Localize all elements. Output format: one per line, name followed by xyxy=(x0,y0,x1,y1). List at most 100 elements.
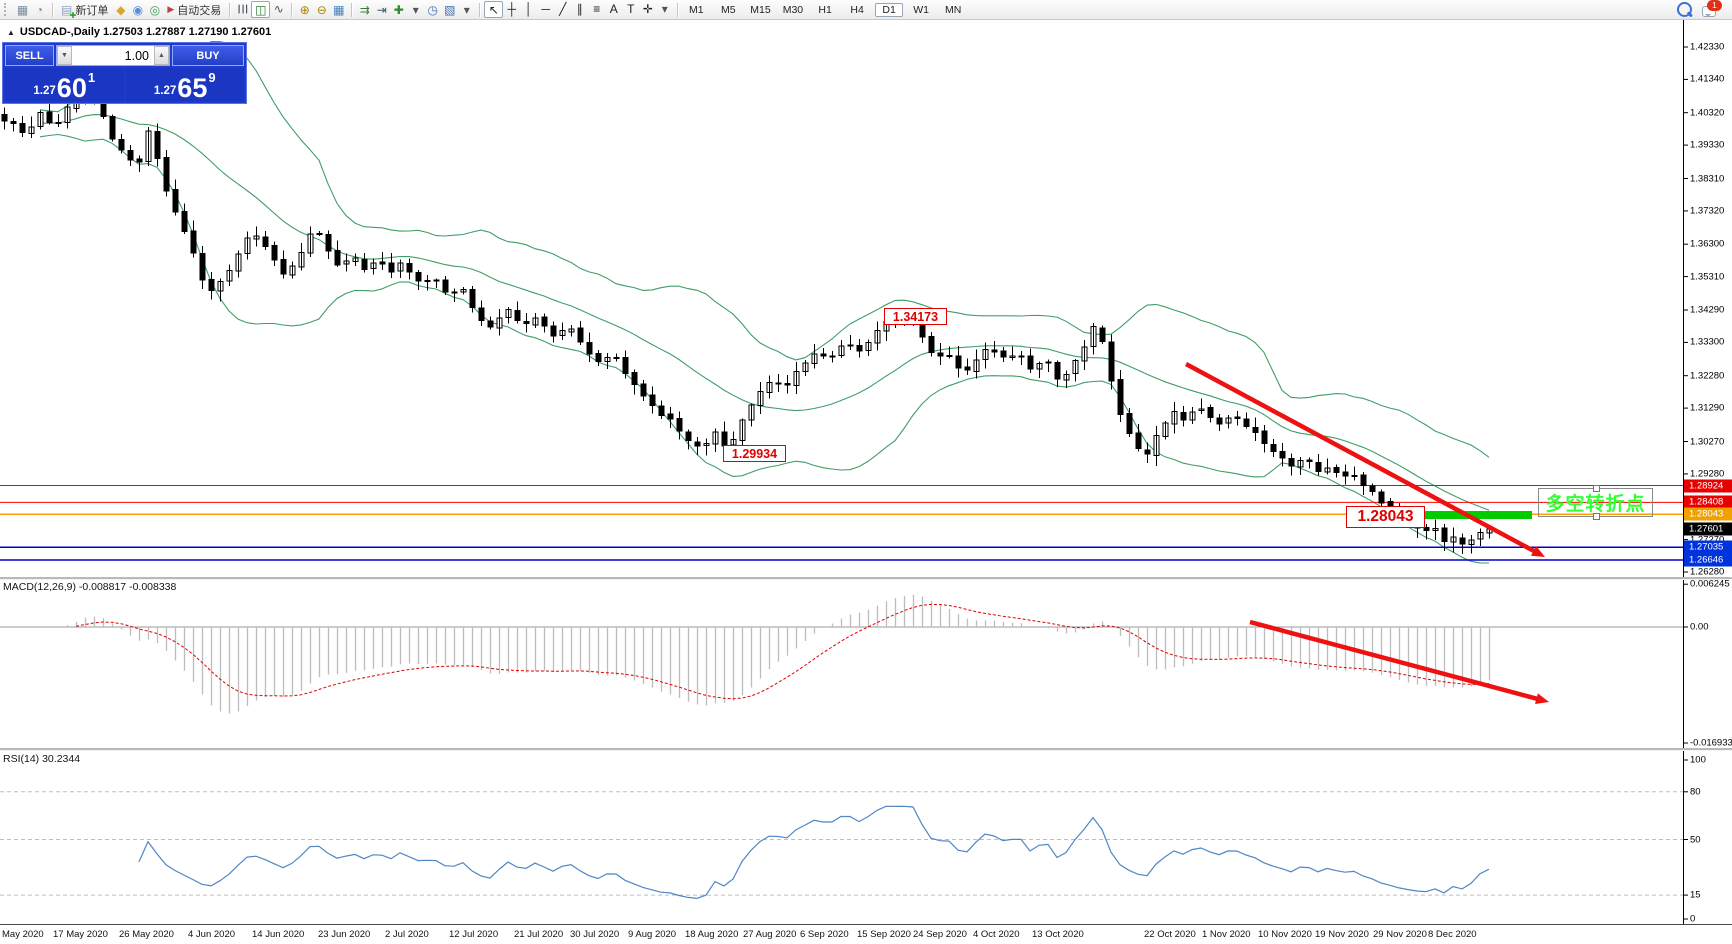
price-tick: 1.37320 xyxy=(1690,205,1725,217)
periods-icon[interactable]: ◷ xyxy=(427,2,438,17)
date-label: 14 Jun 2020 xyxy=(252,929,305,940)
templates-icon[interactable]: ▧ xyxy=(444,2,456,17)
fibonacci-icon[interactable]: ≡ xyxy=(593,2,601,16)
price-tick: 1.42330 xyxy=(1690,41,1725,53)
toolbar-separator xyxy=(52,2,53,17)
sell-button[interactable]: SELL xyxy=(5,45,54,66)
tf-mn[interactable]: MN xyxy=(944,3,962,16)
alerts-icon[interactable]: ◆ xyxy=(116,2,126,17)
price-level-badge: 1.27035 xyxy=(1684,540,1732,554)
price-tick: 1.33300 xyxy=(1690,336,1725,348)
price-level-badge: 1.27601 xyxy=(1684,522,1732,536)
selection-handle[interactable] xyxy=(1592,513,1600,520)
price-level-badge: 1.28924 xyxy=(1684,479,1732,492)
price-callout[interactable]: 1.34173 xyxy=(884,308,947,325)
date-label: 26 May 2020 xyxy=(119,929,174,940)
price-callout[interactable]: 1.29934 xyxy=(723,445,786,462)
toolbar-grip[interactable] xyxy=(4,3,11,16)
new-order-icon: ▤ ✚ xyxy=(61,2,77,20)
buy-button[interactable]: BUY xyxy=(172,45,244,66)
volume-input[interactable]: 1.00 xyxy=(124,48,149,63)
horizontal-line-icon[interactable]: ─ xyxy=(541,2,551,16)
tf-h4[interactable]: H4 xyxy=(850,3,864,16)
tile-windows-icon[interactable]: ▦ xyxy=(333,2,345,17)
buy-price[interactable]: 1.27 65 9 xyxy=(125,68,244,103)
price-tick: 1.35310 xyxy=(1690,271,1725,283)
price-callout[interactable]: 1.28043 xyxy=(1346,506,1425,528)
price-level-badge: 1.28043 xyxy=(1684,507,1732,521)
macd-tick: -0.016933 xyxy=(1690,737,1732,749)
profiles-icon[interactable]: ◔ xyxy=(35,2,44,17)
indicators-icon[interactable]: ✚ xyxy=(393,2,404,17)
indicators-dropdown-icon[interactable]: ▾ xyxy=(412,2,419,17)
new-order-button[interactable]: ▤ ✚ 新订单 xyxy=(57,2,112,20)
rsi-tick: 80 xyxy=(1690,786,1701,798)
chat-icon[interactable]: 1 xyxy=(1702,0,1722,18)
price-tick: 1.29280 xyxy=(1690,468,1725,480)
autotrading-button[interactable]: ▶ 自动交易 xyxy=(163,2,225,18)
tf-m1[interactable]: M1 xyxy=(688,3,704,16)
candlestick-chart-icon[interactable]: ◫ xyxy=(251,1,271,18)
search-icon[interactable] xyxy=(1677,2,1692,17)
rsi-pane-splitter[interactable] xyxy=(0,748,1732,751)
vertical-line-icon[interactable]: │ xyxy=(525,2,533,16)
bar-chart-icon[interactable]: ☰ xyxy=(235,3,250,15)
panel-collapse-icon[interactable]: ▲ xyxy=(7,27,15,37)
new-chart-icon[interactable]: ▦ xyxy=(16,2,29,17)
volume-decrease-button[interactable]: ▼ xyxy=(57,46,72,65)
templates-dropdown-icon[interactable]: ▾ xyxy=(463,2,470,17)
date-label: May 2020 xyxy=(2,929,44,940)
sell-price[interactable]: 1.27 60 1 xyxy=(5,68,124,103)
zoom-in-icon[interactable]: ⊕ xyxy=(299,2,310,17)
date-label: 19 Nov 2020 xyxy=(1315,929,1369,940)
sell-price-sup: 1 xyxy=(87,70,96,85)
cursor-icon[interactable]: ↖ xyxy=(484,1,504,18)
market-icon[interactable]: ◉ xyxy=(132,2,144,17)
toolbar: ▦ ◔ ▤ ✚ 新订单 ◆ ◉ ◎ ▶ 自动交易 ☰ ◫ ∿ ⊕ ⊖ ▦ ⇉ ⇥ xyxy=(0,0,1732,20)
macd-pane-splitter[interactable] xyxy=(0,577,1732,580)
tf-m15[interactable]: M15 xyxy=(750,3,771,16)
chart-note-text[interactable]: 多空转折点 xyxy=(1538,485,1653,520)
toolbar-separator xyxy=(677,2,679,17)
macd-tick: 0.00 xyxy=(1690,621,1709,633)
rsi-tick: 0 xyxy=(1690,913,1696,925)
date-label: 8 Dec 2020 xyxy=(1428,929,1477,940)
buy-price-sup: 9 xyxy=(208,70,216,85)
sell-price-big: 60 xyxy=(56,73,87,103)
trendline-icon[interactable]: ╱ xyxy=(559,2,567,16)
shapes-dropdown-icon[interactable]: ▾ xyxy=(661,2,668,16)
chart-shift-icon[interactable]: ⇥ xyxy=(376,2,387,17)
date-label: 17 May 2020 xyxy=(53,929,108,940)
date-label: 1 Nov 2020 xyxy=(1202,929,1251,940)
price-tick: 1.41340 xyxy=(1690,73,1725,85)
price-level-badge: 1.28408 xyxy=(1684,495,1732,509)
line-chart-icon[interactable]: ∿ xyxy=(273,2,284,16)
price-tick: 1.26280 xyxy=(1690,566,1725,578)
buy-price-big: 65 xyxy=(177,73,208,103)
date-label: 4 Oct 2020 xyxy=(973,929,1020,940)
text-icon[interactable]: A xyxy=(609,2,618,16)
channel-icon[interactable]: ∥ xyxy=(576,2,583,16)
tf-m30[interactable]: M30 xyxy=(782,3,804,16)
price-tick: 1.36300 xyxy=(1690,238,1725,250)
autotrading-label: 自动交易 xyxy=(177,4,222,17)
volume-increase-button[interactable]: ▲ xyxy=(154,46,169,65)
signals-icon[interactable]: ◎ xyxy=(149,2,161,17)
tf-h1[interactable]: H1 xyxy=(818,3,832,16)
tf-d1[interactable]: D1 xyxy=(875,2,904,17)
tf-w1[interactable]: W1 xyxy=(913,3,930,16)
text-label-icon[interactable]: T xyxy=(627,2,635,16)
toolbar-separator xyxy=(351,2,353,17)
autoscroll-icon[interactable]: ⇉ xyxy=(359,2,370,17)
shapes-icon[interactable]: ✛ xyxy=(642,2,653,16)
crosshair-icon[interactable]: ┼ xyxy=(507,2,517,16)
price-tick: 1.39330 xyxy=(1690,139,1725,151)
date-label: 27 Aug 2020 xyxy=(743,929,797,940)
zoom-out-icon[interactable]: ⊖ xyxy=(316,2,327,17)
toolbar-separator xyxy=(291,2,293,17)
note-label: 多空转折点 xyxy=(1545,494,1646,515)
selection-handle[interactable] xyxy=(1592,485,1600,492)
tf-m5[interactable]: M5 xyxy=(720,3,736,16)
